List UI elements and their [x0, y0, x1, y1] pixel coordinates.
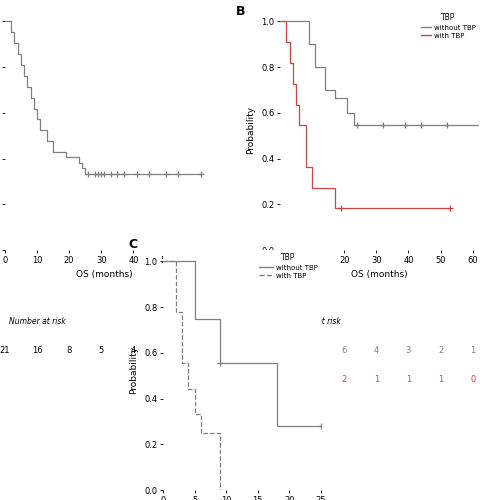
- Y-axis label: Probability: Probability: [246, 106, 256, 154]
- Text: 10: 10: [274, 346, 285, 355]
- Text: 4: 4: [374, 346, 379, 355]
- Text: 11: 11: [274, 375, 285, 384]
- Legend: without TBP, with TBP: without TBP, with TBP: [259, 254, 318, 278]
- Text: 1: 1: [438, 375, 443, 384]
- Y-axis label: Probability: Probability: [130, 346, 138, 394]
- Text: B: B: [236, 5, 245, 18]
- Text: 2: 2: [342, 375, 347, 384]
- Text: 4: 4: [131, 346, 136, 355]
- Text: 9: 9: [309, 346, 315, 355]
- X-axis label: OS (months): OS (months): [351, 270, 408, 279]
- Text: 0: 0: [263, 346, 268, 355]
- Text: 8: 8: [66, 346, 72, 355]
- Text: Number at risk: Number at risk: [284, 317, 341, 326]
- Text: 21: 21: [0, 346, 10, 355]
- Text: 3: 3: [163, 346, 168, 355]
- Text: 0: 0: [470, 375, 475, 384]
- Text: 1: 1: [374, 375, 379, 384]
- Text: 1: 1: [406, 375, 411, 384]
- Text: 2: 2: [438, 346, 443, 355]
- Text: 16: 16: [31, 346, 42, 355]
- Text: 7: 7: [309, 375, 315, 384]
- Text: 5: 5: [99, 346, 104, 355]
- Text: 6: 6: [342, 346, 347, 355]
- Text: Number at risk: Number at risk: [9, 317, 65, 326]
- Text: 1: 1: [263, 375, 268, 384]
- Text: 1: 1: [470, 346, 475, 355]
- Text: C: C: [128, 238, 137, 251]
- Legend: without TBP, with TBP: without TBP, with TBP: [421, 14, 476, 38]
- Text: 3: 3: [406, 346, 411, 355]
- Text: 1: 1: [195, 346, 200, 355]
- X-axis label: OS (months): OS (months): [76, 270, 133, 279]
